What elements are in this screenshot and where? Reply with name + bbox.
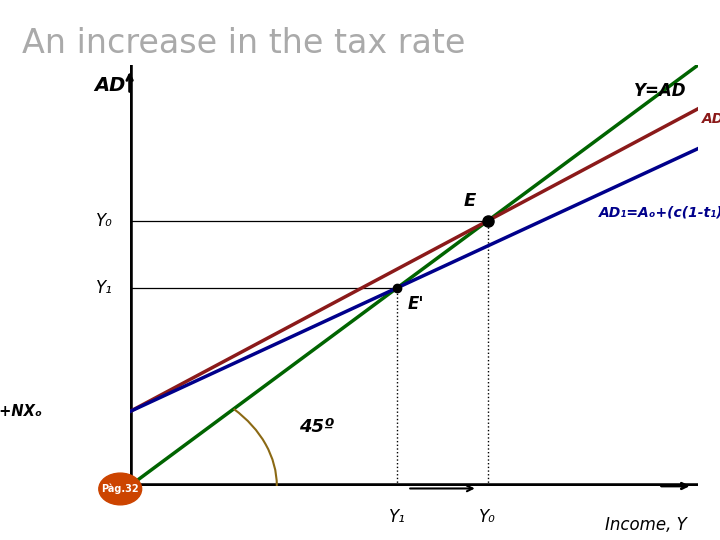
- Text: Y₁: Y₁: [389, 508, 405, 526]
- Text: E': E': [408, 295, 424, 313]
- Text: AD: AD: [94, 76, 125, 96]
- Text: AD₁=Aₒ+(c(1-t₁)-m)Y: AD₁=Aₒ+(c(1-t₁)-m)Y: [599, 206, 720, 220]
- Text: Y₀: Y₀: [480, 508, 496, 526]
- Text: Aₒ=C₀+I₀+G₀+cTR₀+NXₒ: Aₒ=C₀+I₀+G₀+cTR₀+NXₒ: [0, 404, 42, 419]
- Text: Y₁: Y₁: [96, 279, 113, 297]
- Text: An increase in the tax rate: An increase in the tax rate: [22, 27, 465, 60]
- Text: Pàg.32: Pàg.32: [102, 484, 139, 494]
- Text: 45º: 45º: [300, 417, 335, 436]
- Circle shape: [99, 473, 142, 505]
- Text: AD₀=Aₒ+(c(1-t)-m)Y: AD₀=Aₒ+(c(1-t)-m)Y: [702, 111, 720, 125]
- Text: Income, Y: Income, Y: [606, 516, 687, 534]
- Text: Y₀: Y₀: [96, 212, 113, 230]
- Text: E: E: [463, 192, 476, 210]
- Text: Y=AD: Y=AD: [634, 83, 686, 100]
